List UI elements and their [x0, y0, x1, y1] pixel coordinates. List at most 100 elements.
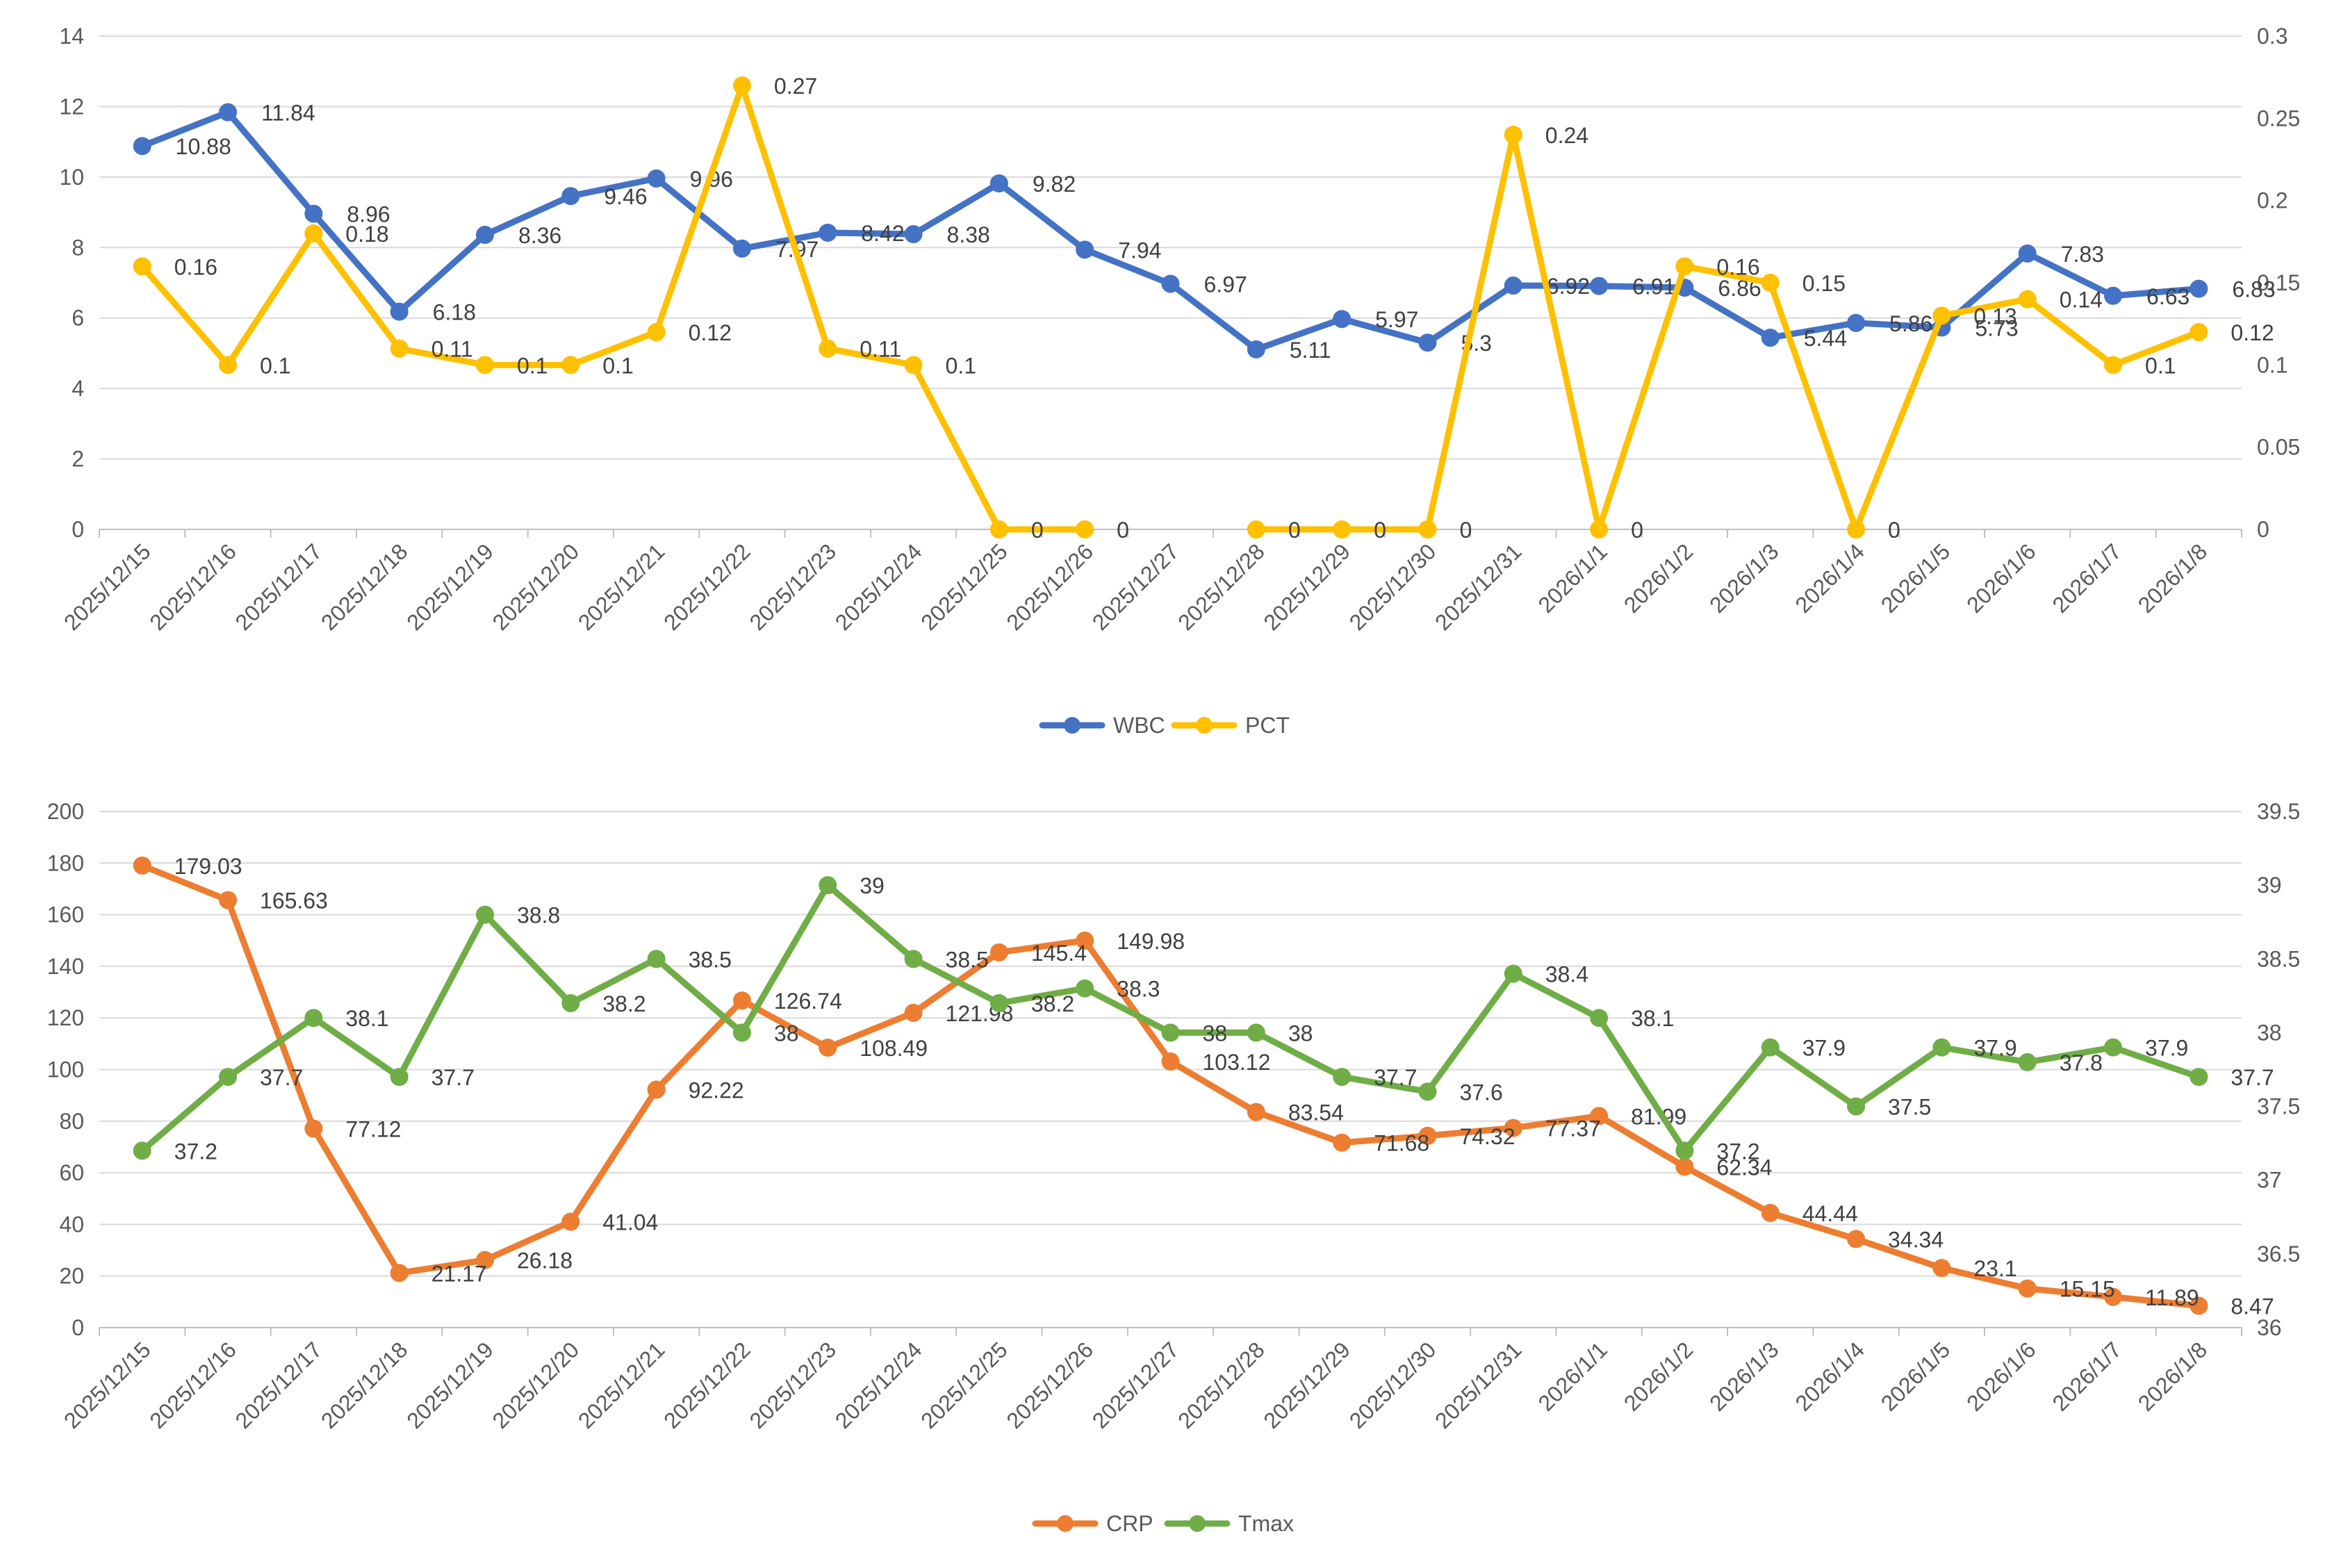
tmax-legend-swatch-marker	[1189, 1515, 1206, 1532]
bottom-right-tick-label: 38.5	[2257, 946, 2300, 971]
top-left-tick-label: 8	[72, 235, 84, 260]
bottom-left-tick-label: 40	[59, 1212, 84, 1237]
tmax-data-label: 38.1	[1631, 1006, 1674, 1031]
crp-data-point	[475, 1251, 494, 1269]
pct-legend-swatch-marker	[1196, 717, 1213, 734]
crp-data-point	[2104, 1287, 2123, 1306]
bottom-left-tick-label: 140	[47, 954, 84, 979]
wbc-data-label: 7.94	[1118, 238, 1161, 263]
pct-data-point	[989, 520, 1008, 538]
wbc-data-point	[819, 223, 837, 242]
top-x-tick-label: 2026/1/5	[1876, 538, 1955, 618]
crp-data-point	[732, 991, 751, 1010]
bottom-left-tick-label: 100	[47, 1057, 84, 1082]
wbc-data-label: 5.97	[1375, 307, 1418, 332]
chart-crp-tmax-svg: 0 20 40 60 80 100 120 140 160 180 200 36 36.5 37 37.5 3…	[47, 799, 2301, 1536]
crp-data-label: 26.18	[517, 1248, 573, 1273]
bottom-right-tick-label: 38	[2257, 1020, 2282, 1045]
top-x-tick-label: 2025/12/24	[830, 538, 927, 635]
top-x-tick-label: 2026/1/7	[2047, 538, 2126, 618]
pct-data-point	[390, 339, 409, 358]
pct-data-label: 0.11	[860, 337, 901, 362]
wbc-data-label: 6.63	[2146, 284, 2190, 309]
bottom-right-tick-label: 36.5	[2257, 1241, 2300, 1266]
pct-data-label: 0.18	[345, 222, 388, 247]
pct-data-point	[304, 224, 323, 242]
crp-data-point	[133, 856, 151, 875]
crp-data-point	[2018, 1279, 2037, 1298]
pct-data-label: 0	[1459, 518, 1472, 543]
top-right-tick-label: 0.3	[2257, 24, 2287, 49]
tmax-data-point	[304, 1009, 323, 1028]
top-x-tick-label: 2026/1/3	[1705, 538, 1784, 618]
top-left-tick-label: 12	[59, 94, 84, 119]
pct-legend-label: PCT	[1245, 713, 1290, 738]
tmax-data-point	[1675, 1141, 1694, 1160]
pct-series-line	[139, 82, 1088, 533]
top-x-tick-label: 2025/12/16	[145, 538, 241, 635]
wbc-data-point	[1161, 274, 1180, 293]
crp-data-point	[647, 1080, 666, 1099]
pct-data-point	[2018, 290, 2037, 308]
wbc-legend-swatch-marker	[1064, 717, 1081, 734]
top-left-tick-label: 0	[72, 517, 84, 542]
wbc-data-label: 5.11	[1290, 338, 1331, 363]
tmax-data-point	[390, 1068, 409, 1087]
top-x-tick-label: 2025/12/27	[1087, 538, 1184, 635]
pct-data-label: 0	[1631, 518, 1643, 543]
tmax-data-point	[904, 950, 923, 968]
crp-data-label: 145.4	[1031, 941, 1087, 966]
tmax-data-point	[133, 1141, 151, 1160]
wbc-data-point	[390, 302, 409, 321]
top-left-tick-label: 10	[59, 165, 84, 190]
crp-data-label: 165.63	[260, 889, 328, 914]
top-left-tick-label: 2	[72, 447, 84, 472]
top-x-tick-label: 2025/12/22	[659, 538, 755, 635]
tmax-data-label: 38.5	[946, 947, 989, 972]
wbc-data-point	[989, 174, 1008, 192]
tmax-data-label: 37.7	[2231, 1065, 2274, 1090]
wbc-legend-label: WBC	[1113, 713, 1165, 738]
bottom-x-tick-label: 2025/12/22	[659, 1337, 755, 1433]
tmax-data-label: 37.2	[1716, 1139, 1759, 1164]
crp-data-label: 23.1	[1973, 1256, 2016, 1281]
pct-data-label: 0.11	[432, 337, 473, 362]
top-x-tick-label: 2025/12/15	[59, 538, 156, 635]
pct-data-point	[561, 356, 580, 374]
tmax-data-point	[647, 950, 666, 968]
wbc-data-label: 7.83	[2061, 242, 2104, 267]
tmax-data-point	[1333, 1068, 1352, 1087]
top-right-tick-label: 0.25	[2257, 106, 2300, 131]
bottom-x-tick-label: 2025/12/16	[145, 1337, 241, 1433]
wbc-data-point	[904, 225, 923, 244]
wbc-data-label: 5.44	[1804, 326, 1847, 351]
pct-data-label: 0	[1031, 518, 1044, 543]
top-x-tick-label: 2025/12/31	[1430, 538, 1527, 635]
crp-data-label: 71.68	[1374, 1131, 1429, 1156]
bottom-left-tick-label: 200	[47, 799, 84, 824]
crp-data-point	[1418, 1126, 1437, 1145]
tmax-data-point	[1076, 979, 1094, 998]
crp-data-label: 62.34	[1716, 1155, 1772, 1180]
wbc-data-label: 6.92	[1547, 274, 1590, 299]
tmax-data-point	[1504, 964, 1522, 983]
wbc-data-point	[1076, 240, 1094, 259]
pct-data-label: 0.14	[2060, 288, 2103, 313]
crp-data-point	[904, 1003, 923, 1022]
wbc-data-label: 6.83	[2232, 277, 2275, 302]
top-left-tick-label: 6	[72, 306, 84, 331]
bottom-x-tick-label: 2026/1/6	[1962, 1337, 2041, 1416]
wbc-data-label: 5.86	[1889, 311, 1932, 336]
wbc-data-label: 6.97	[1204, 272, 1247, 297]
bottom-x-tick-label: 2026/1/3	[1705, 1337, 1784, 1416]
tmax-data-label: 38.2	[602, 991, 646, 1016]
pct-data-point	[732, 76, 751, 94]
chart-wbc-pct: 0 2 4 6 8 10 12 14 0 0.05 0.1 0.15 0.2 0.25 0.3 2025/12…	[0, 0, 2341, 771]
bottom-x-tick-label: 2025/12/26	[1001, 1337, 1098, 1433]
tmax-data-point	[2104, 1038, 2123, 1057]
tmax-data-label: 39	[860, 873, 885, 898]
wbc-data-point	[1247, 340, 1265, 358]
wbc-data-point	[1590, 277, 1609, 295]
bottom-right-tick-label: 37	[2257, 1168, 2282, 1193]
pct-data-point	[475, 356, 494, 374]
